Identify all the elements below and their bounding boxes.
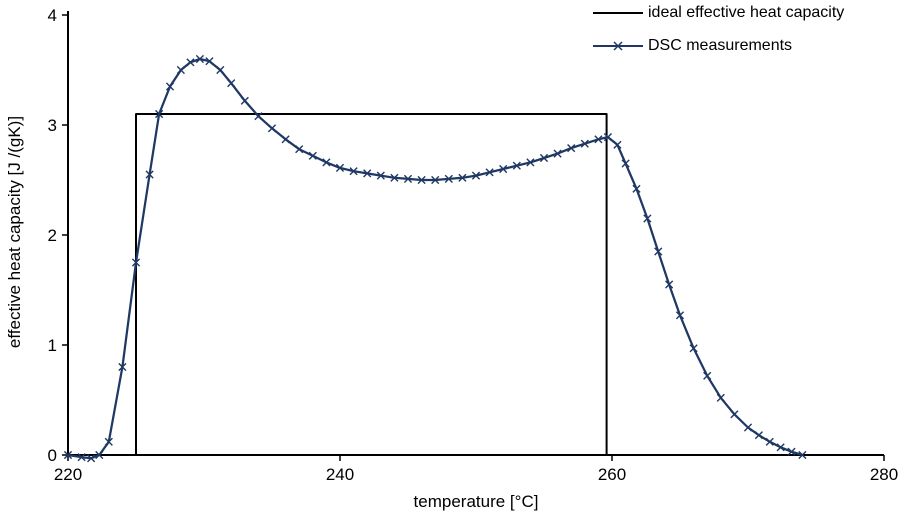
x-tick-label: 240 [326,465,354,484]
ideal-heat-capacity-line [135,113,608,456]
x-marker [787,447,796,456]
x-marker [765,437,774,446]
x-marker [308,151,317,160]
x-marker [195,54,205,64]
y-tick-label: 2 [48,226,57,245]
x-marker [281,135,290,144]
x-marker [186,58,195,67]
legend-item-dsc: DSC measurements [592,35,844,57]
x-marker [665,280,674,289]
x-marker [730,410,739,419]
x-marker [87,454,96,463]
x-marker [295,145,304,154]
x-tick-label: 280 [870,465,898,484]
x-marker [165,82,175,91]
x-marker [458,173,467,182]
x-marker [553,149,562,158]
x-marker [743,423,753,432]
x-tick-label: 220 [54,465,82,484]
x-marker [689,344,698,353]
x-marker [643,214,652,223]
x-marker [390,173,399,182]
x-marker [145,170,154,179]
x-marker [104,437,113,446]
x-axis-label: temperature [°C] [413,492,539,511]
x-marker [131,258,141,267]
series-line [66,57,804,460]
x-marker [512,161,521,170]
x-marker [594,135,603,144]
x-marker [322,158,331,167]
x-marker [417,175,426,185]
x-marker [603,133,613,142]
x-marker [613,140,622,149]
x-marker [431,175,440,185]
x-marker [155,109,164,119]
legend-label-dsc: DSC measurements [648,37,793,54]
x-marker [267,124,277,133]
x-marker [632,184,641,193]
x-marker [118,362,127,372]
x-marker [376,171,385,180]
x-marker [349,167,358,176]
x-marker [95,450,104,460]
x-marker [526,158,535,167]
axes [67,11,884,456]
x-marker [754,431,763,440]
x-marker [798,450,807,460]
x-marker [580,139,589,148]
x-marker [205,57,214,66]
x-marker [363,169,372,178]
x-marker [77,453,86,462]
x-marker [485,168,494,177]
x-marker [675,311,685,320]
x-marker [403,174,413,183]
x-marker [716,393,725,402]
dsc-measurements-line [63,54,807,463]
x-marker [227,79,236,88]
legend-line-x-marker-swatch-icon [593,41,643,51]
legend-item-ideal: ideal effective heat capacity [592,2,844,24]
x-marker [703,371,712,380]
y-tick-label: 0 [48,446,57,465]
x-marker [654,247,663,256]
x-marker [335,163,345,172]
x-marker [444,174,453,183]
x-marker [240,96,249,105]
x-marker [621,159,630,168]
x-marker [471,171,481,180]
legend-line-swatch-icon [593,12,643,14]
x-marker [539,153,549,163]
x-marker [254,112,263,121]
x-marker [499,164,508,174]
x-marker [567,144,576,153]
y-axis-label: effective heat capacity [J /(gK)] [5,115,24,349]
x-marker [776,443,785,452]
x-marker [216,65,225,75]
y-tick-label: 1 [48,336,57,355]
x-marker [63,450,73,460]
legend-label-ideal: ideal effective heat capacity [648,4,845,21]
y-tick-label: 4 [48,6,57,25]
y-tick-label: 3 [48,116,57,135]
x-tick-label: 260 [598,465,626,484]
legend: ideal effective heat capacity DSC measur… [592,2,844,57]
series-line [135,113,608,456]
x-marker [176,65,185,75]
